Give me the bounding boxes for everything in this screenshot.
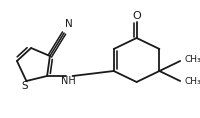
Text: N: N <box>65 19 73 29</box>
Text: CH₃: CH₃ <box>184 55 200 65</box>
Text: NH: NH <box>61 76 76 86</box>
Text: S: S <box>21 81 28 91</box>
Text: O: O <box>132 11 141 21</box>
Text: CH₃: CH₃ <box>184 78 200 86</box>
